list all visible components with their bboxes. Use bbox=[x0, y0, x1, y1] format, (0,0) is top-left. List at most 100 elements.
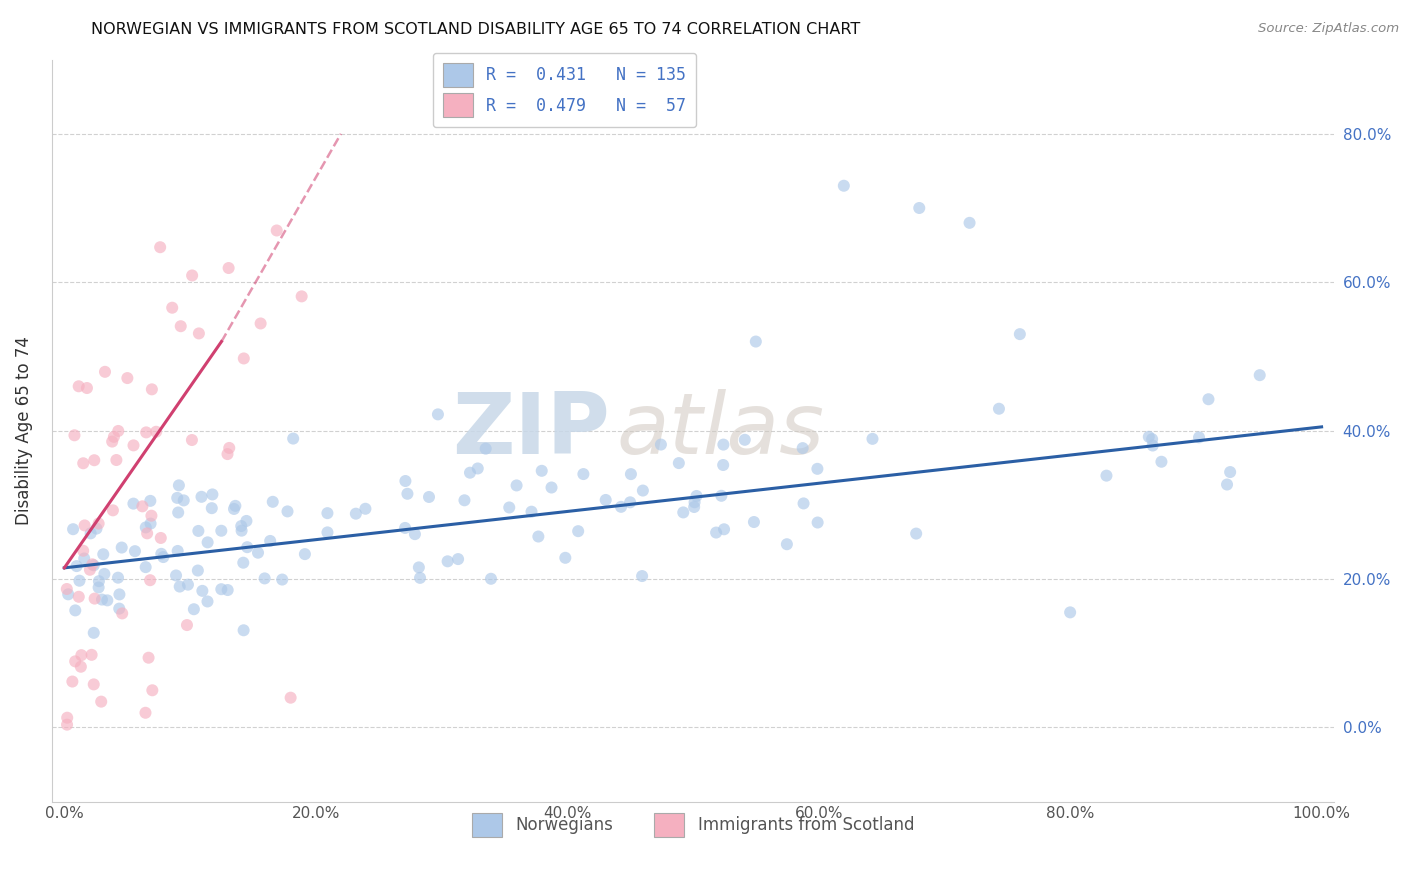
Point bbox=[201, 501, 224, 516]
Point bbox=[197, 594, 219, 608]
Point bbox=[408, 560, 430, 574]
Point bbox=[187, 564, 209, 578]
Point bbox=[540, 481, 562, 495]
Point bbox=[134, 706, 156, 720]
Point bbox=[259, 533, 281, 548]
Text: Source: ZipAtlas.com: Source: ZipAtlas.com bbox=[1258, 22, 1399, 36]
Point bbox=[742, 515, 765, 529]
Point bbox=[86, 522, 108, 536]
Point bbox=[65, 559, 87, 574]
Point bbox=[505, 478, 527, 492]
Point bbox=[181, 268, 204, 283]
Legend: Norwegians, Immigrants from Scotland: Norwegians, Immigrants from Scotland bbox=[463, 805, 922, 846]
Point bbox=[467, 461, 489, 475]
Point bbox=[520, 505, 543, 519]
Point bbox=[83, 591, 105, 606]
Text: ZIP: ZIP bbox=[451, 389, 610, 472]
Point bbox=[122, 438, 145, 452]
Point bbox=[458, 466, 481, 480]
Point bbox=[65, 603, 87, 617]
Point bbox=[166, 491, 188, 505]
Point bbox=[668, 456, 690, 470]
Text: atlas: atlas bbox=[616, 389, 824, 472]
Point bbox=[87, 581, 110, 595]
Point bbox=[197, 535, 219, 549]
Point bbox=[1008, 327, 1031, 342]
Point bbox=[224, 499, 246, 513]
Point bbox=[908, 201, 931, 215]
Point bbox=[72, 543, 94, 558]
Point bbox=[187, 326, 209, 341]
Point bbox=[201, 487, 224, 501]
Point bbox=[704, 525, 727, 540]
Point bbox=[70, 659, 93, 673]
Point bbox=[209, 582, 232, 597]
Point bbox=[776, 537, 799, 551]
Point bbox=[122, 497, 145, 511]
Point bbox=[83, 453, 105, 467]
Point bbox=[247, 546, 270, 560]
Point bbox=[79, 563, 101, 577]
Point bbox=[63, 654, 86, 668]
Point bbox=[236, 540, 259, 554]
Point bbox=[232, 351, 254, 366]
Point bbox=[60, 674, 83, 689]
Point bbox=[218, 260, 240, 275]
Point bbox=[631, 483, 654, 498]
Point bbox=[80, 648, 103, 662]
Point bbox=[1249, 368, 1271, 383]
Point bbox=[253, 571, 276, 585]
Point bbox=[91, 592, 114, 607]
Point bbox=[271, 573, 294, 587]
Point bbox=[160, 301, 183, 315]
Point bbox=[173, 493, 195, 508]
Point bbox=[131, 500, 153, 514]
Point bbox=[262, 495, 284, 509]
Point bbox=[56, 717, 79, 731]
Point bbox=[141, 508, 163, 523]
Point bbox=[167, 478, 190, 492]
Point bbox=[96, 593, 118, 607]
Point bbox=[150, 547, 173, 561]
Y-axis label: Disability Age 65 to 74: Disability Age 65 to 74 bbox=[15, 336, 32, 525]
Point bbox=[165, 568, 187, 582]
Point bbox=[91, 547, 114, 561]
Point bbox=[266, 223, 288, 237]
Point bbox=[141, 683, 163, 698]
Point bbox=[62, 522, 84, 536]
Point bbox=[139, 573, 162, 587]
Point bbox=[166, 544, 188, 558]
Point bbox=[170, 319, 193, 334]
Point bbox=[862, 432, 884, 446]
Point bbox=[56, 711, 79, 725]
Point bbox=[67, 379, 90, 393]
Point bbox=[672, 505, 695, 519]
Point bbox=[620, 467, 643, 482]
Point bbox=[73, 518, 96, 533]
Point bbox=[235, 514, 257, 528]
Point bbox=[76, 381, 98, 395]
Point bbox=[291, 289, 314, 303]
Point bbox=[94, 365, 117, 379]
Point bbox=[124, 544, 146, 558]
Point bbox=[447, 552, 470, 566]
Point bbox=[222, 502, 245, 516]
Point bbox=[685, 489, 707, 503]
Point bbox=[453, 493, 475, 508]
Point bbox=[231, 524, 253, 538]
Point bbox=[683, 495, 706, 509]
Point bbox=[1219, 465, 1241, 479]
Point bbox=[67, 590, 90, 604]
Point bbox=[136, 526, 159, 541]
Point bbox=[177, 577, 200, 591]
Point bbox=[530, 464, 553, 478]
Point bbox=[107, 571, 129, 585]
Point bbox=[139, 494, 162, 508]
Point bbox=[191, 583, 214, 598]
Point bbox=[58, 587, 80, 601]
Point bbox=[527, 529, 550, 543]
Point bbox=[807, 516, 830, 530]
Point bbox=[619, 495, 641, 509]
Point bbox=[394, 474, 416, 488]
Point bbox=[276, 504, 298, 518]
